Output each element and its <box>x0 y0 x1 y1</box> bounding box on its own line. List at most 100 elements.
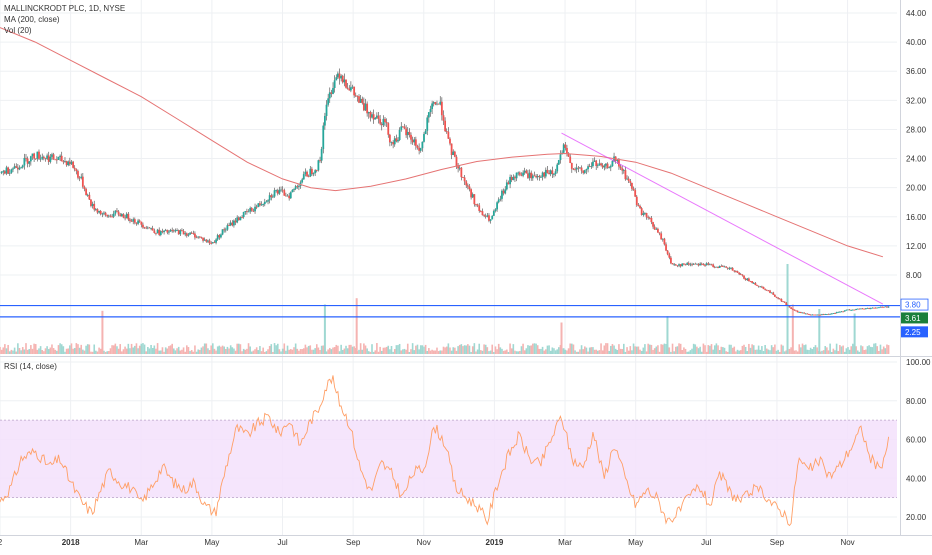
volume-bar <box>21 347 24 354</box>
volume-bar <box>540 348 542 354</box>
volume-bar <box>571 343 573 354</box>
volume-bar <box>635 346 638 354</box>
volume-bar <box>648 344 651 354</box>
volume-bar <box>328 347 331 354</box>
volume-bar <box>493 351 495 354</box>
volume-bar <box>879 344 882 354</box>
volume-bar <box>361 349 364 354</box>
candle-body <box>346 87 349 89</box>
symbol-label[interactable]: MALLINCKRODT PLC, 1D, NYSE <box>4 4 126 13</box>
rsi-tick-label: 20.00 <box>906 513 927 522</box>
candle-body <box>146 227 149 229</box>
candle-body <box>616 160 619 161</box>
volume-bar <box>827 350 830 354</box>
volume-bar <box>377 351 380 354</box>
candle-body <box>496 202 498 210</box>
volume-bar <box>506 349 508 354</box>
volume-bar <box>465 345 468 354</box>
candle-body <box>382 118 385 126</box>
candle-body <box>475 204 477 206</box>
volume-bar <box>17 343 19 354</box>
candle-body <box>574 168 576 170</box>
candle-body <box>319 160 321 162</box>
candle-body <box>224 229 227 231</box>
volume-bar <box>454 347 456 354</box>
candle-body <box>642 213 645 215</box>
candle-body <box>808 314 810 315</box>
volume-bar <box>783 351 786 354</box>
volume-bar <box>813 346 815 354</box>
candle-body <box>312 173 315 175</box>
volume-bar <box>556 349 558 354</box>
ma-label[interactable]: MA (200, close) <box>4 15 60 24</box>
candle-body <box>158 229 161 235</box>
volume-bar <box>434 350 437 354</box>
candle-body <box>408 131 411 135</box>
volume-bar <box>778 351 781 354</box>
candle-body <box>413 139 416 143</box>
candle-body <box>603 165 606 168</box>
volume-bar <box>598 350 601 354</box>
volume-bar <box>184 351 186 354</box>
volume-bar <box>814 345 817 354</box>
volume-bar <box>458 344 461 354</box>
candle-body <box>213 242 216 244</box>
candle-body <box>388 134 391 143</box>
candle-body <box>670 257 672 264</box>
volume-bar <box>520 346 523 354</box>
price-tick-label: 36.00 <box>906 67 927 76</box>
candle-body <box>304 171 307 175</box>
candle-body <box>358 96 360 103</box>
volume-spike-bar <box>323 304 326 354</box>
volume-bar <box>801 343 804 354</box>
volume-bar <box>824 346 827 354</box>
candle-body <box>747 278 750 282</box>
volume-bar <box>302 348 305 354</box>
volume-bar <box>679 343 682 354</box>
candle-body <box>36 151 39 159</box>
volume-bar <box>775 350 778 354</box>
volume-bar <box>31 348 34 354</box>
volume-bar <box>476 349 479 354</box>
volume-bar <box>372 351 375 354</box>
candle-body <box>728 268 731 269</box>
candle-body <box>795 310 797 312</box>
candle-body <box>772 292 775 295</box>
candle-body <box>473 194 476 205</box>
candle-body <box>704 265 706 266</box>
candle-body <box>220 234 222 238</box>
candle-body <box>96 209 99 213</box>
candle-body <box>130 220 133 222</box>
candle-body <box>137 220 139 224</box>
volume-bar <box>564 349 567 354</box>
candle-body <box>55 159 58 161</box>
candle-body <box>302 174 305 180</box>
candle-body <box>380 123 383 126</box>
volume-bar <box>237 343 240 354</box>
candle-body <box>843 310 846 312</box>
price-tick-label: 8.00 <box>906 271 922 280</box>
candle-body <box>645 212 648 218</box>
volume-bar <box>480 350 482 354</box>
volume-bar <box>426 350 429 354</box>
candle-body <box>619 166 622 169</box>
volume-bar <box>151 348 154 354</box>
rsi-label[interactable]: RSI (14, close) <box>4 362 57 371</box>
trendline <box>561 132 884 305</box>
candle-body <box>15 166 18 168</box>
candle-body <box>579 167 581 169</box>
candle-body <box>437 103 440 105</box>
volume-label[interactable]: Vol (20) <box>4 26 32 35</box>
volume-bar <box>467 344 469 354</box>
candle-body <box>228 225 230 227</box>
volume-bar <box>687 351 690 354</box>
candle-body <box>427 112 430 118</box>
volume-bar <box>837 351 840 354</box>
volume-bar <box>78 347 81 354</box>
volume-bar <box>803 345 805 354</box>
candle-body <box>691 264 693 266</box>
candle-body <box>298 186 300 187</box>
candle-body <box>809 314 812 316</box>
candle-body <box>829 313 832 315</box>
